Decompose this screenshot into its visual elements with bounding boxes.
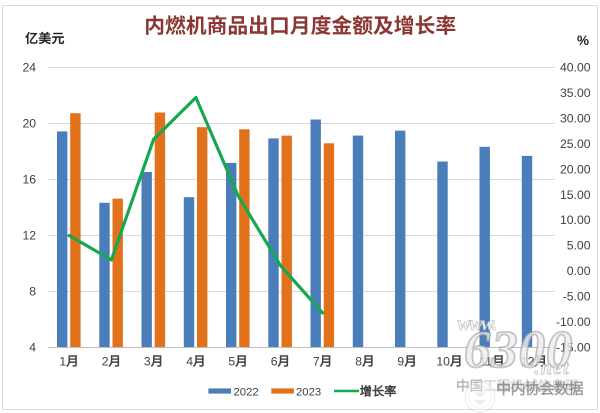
svg-text:15.00: 15.00 <box>560 188 591 202</box>
svg-text:2: 2 <box>102 355 109 369</box>
svg-text:11: 11 <box>479 355 492 369</box>
svg-text:10: 10 <box>436 355 450 369</box>
svg-text:5.00: 5.00 <box>567 239 591 253</box>
svg-text:2022: 2022 <box>234 387 259 399</box>
svg-text:7: 7 <box>313 355 320 369</box>
svg-text:4: 4 <box>29 341 36 355</box>
svg-text:25.00: 25.00 <box>560 137 591 151</box>
svg-text:-10.00: -10.00 <box>556 315 591 329</box>
svg-text:%: % <box>577 33 589 48</box>
svg-text:-5.00: -5.00 <box>563 290 591 304</box>
svg-text:6300: 6300 <box>464 321 573 379</box>
svg-text:6: 6 <box>271 355 278 369</box>
svg-text:1: 1 <box>59 355 66 369</box>
svg-text:10.00: 10.00 <box>560 213 591 227</box>
svg-text:4: 4 <box>186 355 193 369</box>
svg-text:8: 8 <box>355 355 362 369</box>
svg-text:16: 16 <box>22 173 36 187</box>
svg-text:12: 12 <box>521 355 535 369</box>
svg-text:8: 8 <box>29 285 36 299</box>
svg-text:5: 5 <box>228 355 235 369</box>
svg-text:0.00: 0.00 <box>567 264 591 278</box>
svg-text:www.: www. <box>458 313 497 335</box>
svg-text:20: 20 <box>22 117 36 131</box>
svg-text:40.00: 40.00 <box>560 61 591 75</box>
svg-text:.net: .net <box>535 357 571 379</box>
svg-text:12: 12 <box>22 229 36 243</box>
svg-text:20.00: 20.00 <box>560 162 591 176</box>
svg-text:3: 3 <box>144 355 151 369</box>
svg-text:9: 9 <box>397 355 404 369</box>
svg-text:-15.00: -15.00 <box>556 341 591 355</box>
svg-text:35.00: 35.00 <box>560 86 591 100</box>
svg-text:2023: 2023 <box>296 387 321 399</box>
svg-text:24: 24 <box>22 61 36 75</box>
svg-text:30.00: 30.00 <box>560 111 591 125</box>
